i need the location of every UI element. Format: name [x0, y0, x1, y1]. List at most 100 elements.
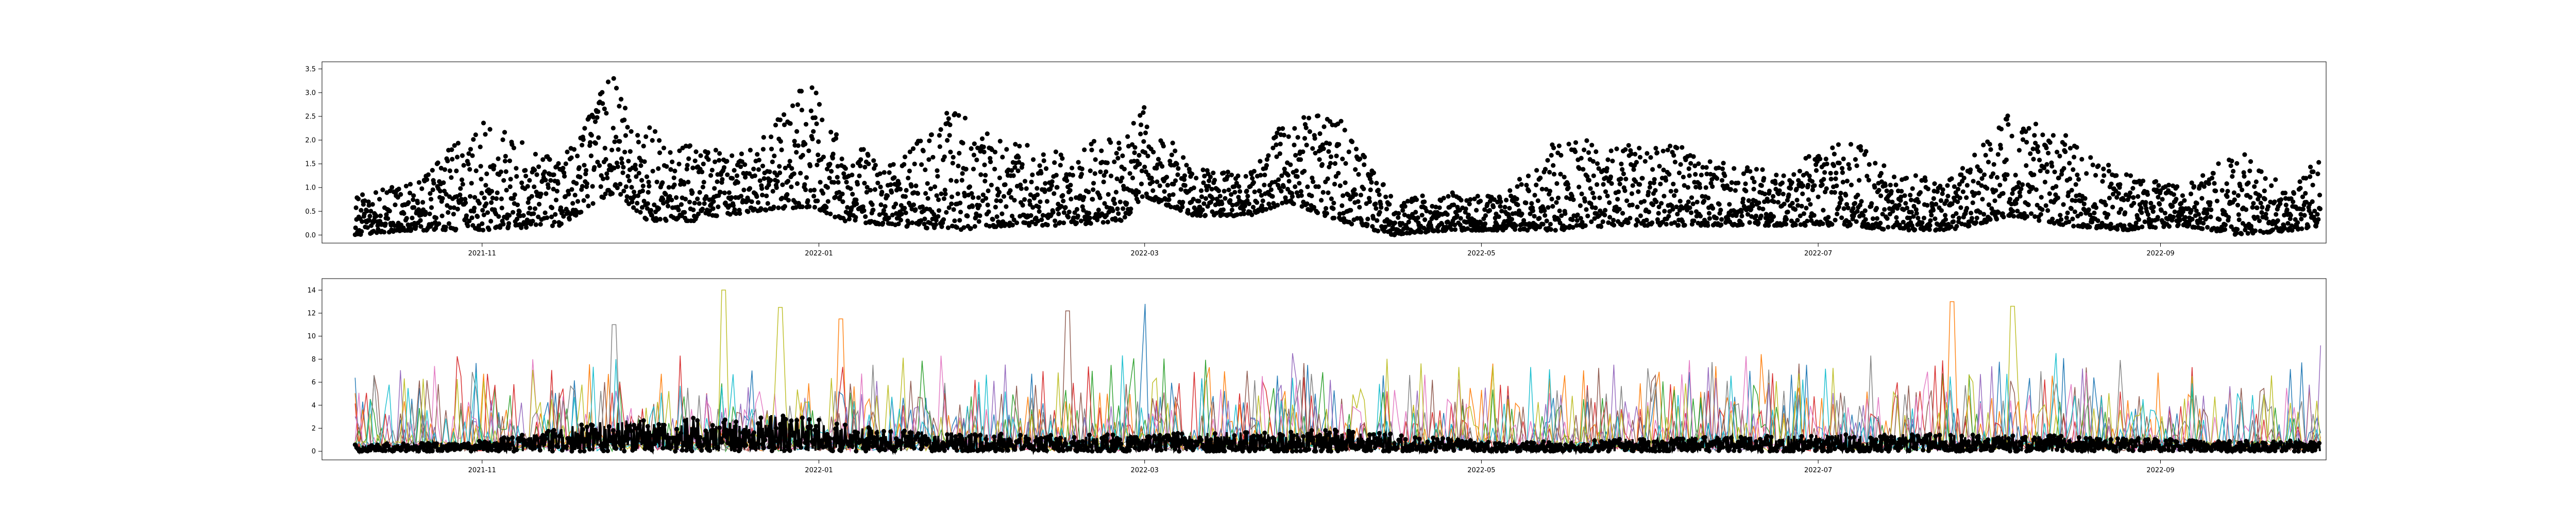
scatter-point: [2312, 209, 2317, 214]
scatter-point: [1858, 144, 1863, 149]
scatter-point: [716, 204, 721, 210]
scatter-point: [460, 153, 465, 158]
scatter-point: [775, 179, 780, 184]
scatter-point: [1517, 208, 1522, 213]
scatter-point: [1644, 217, 1649, 222]
scatter-point: [1747, 220, 1752, 225]
scatter-point: [1786, 192, 1791, 197]
scatter-point: [2246, 180, 2251, 185]
scatter-point: [1843, 193, 1849, 198]
scatter-point: [2252, 228, 2258, 233]
black-series-point: [1076, 440, 1081, 445]
scatter-point: [1105, 160, 1110, 165]
scatter-point: [461, 163, 466, 168]
scatter-point: [2245, 231, 2250, 236]
scatter-point: [1546, 205, 1551, 210]
black-series-point: [1016, 439, 1022, 444]
scatter-point: [1201, 180, 1206, 185]
scatter-point: [2171, 214, 2176, 219]
scatter-point: [370, 202, 375, 207]
scatter-point: [936, 208, 942, 213]
black-series-point: [606, 424, 612, 429]
black-series-point: [1229, 439, 1234, 444]
scatter-point: [1011, 217, 1016, 222]
scatter-point: [1551, 163, 1556, 168]
scatter-point: [605, 79, 611, 84]
black-series-point: [789, 418, 794, 423]
scatter-point: [1939, 208, 1944, 213]
scatter-point: [883, 212, 888, 217]
scatter-point: [1275, 130, 1280, 135]
scatter-point: [645, 201, 650, 206]
scatter-point: [2308, 174, 2313, 179]
scatter-point: [1635, 219, 1640, 224]
scatter-point: [1143, 150, 1148, 155]
scatter-point: [839, 156, 844, 162]
black-series-point: [626, 436, 631, 441]
scatter-point: [1121, 206, 1126, 211]
scatter-point: [2076, 177, 2081, 182]
black-series-point: [1086, 448, 1091, 453]
black-series-point: [549, 440, 554, 445]
black-series-point: [970, 442, 975, 448]
scatter-point: [717, 151, 722, 156]
scatter-point: [1710, 184, 1715, 189]
scatter-point: [792, 139, 797, 144]
scatter-point: [1067, 188, 1073, 193]
scatter-point: [1204, 187, 1209, 193]
scatter-point: [687, 199, 692, 204]
scatter-point: [777, 117, 783, 123]
black-series-point: [587, 447, 592, 452]
scatter-point: [1115, 206, 1120, 212]
scatter-point: [774, 185, 779, 190]
scatter-point: [780, 182, 785, 187]
scatter-point: [771, 204, 776, 210]
black-series-point: [644, 437, 649, 442]
black-series-point: [632, 422, 636, 427]
scatter-point: [2099, 224, 2104, 229]
scatter-point: [1387, 202, 1392, 207]
scatter-point: [1816, 194, 1821, 199]
scatter-point: [1312, 136, 1317, 141]
scatter-point: [2093, 205, 2099, 210]
scatter-point: [1173, 178, 1178, 183]
scatter-point: [1569, 193, 1574, 199]
scatter-point: [1777, 188, 1782, 193]
scatter-point: [2310, 199, 2315, 204]
scatter-point: [1301, 115, 1307, 120]
scatter-point: [958, 210, 963, 215]
scatter-point: [611, 76, 616, 81]
scatter-point: [928, 186, 934, 192]
scatter-point: [2235, 193, 2241, 198]
scatter-point: [1040, 213, 1045, 218]
scatter-point: [2260, 205, 2265, 210]
scatter-point: [366, 203, 371, 208]
scatter-point: [1068, 182, 1073, 187]
scatter-point: [1578, 216, 1583, 221]
scatter-point: [1575, 212, 1580, 217]
black-series-point: [883, 448, 888, 452]
scatter-point: [2248, 159, 2253, 164]
scatter-point: [1994, 175, 2000, 180]
scatter-point: [1353, 192, 1359, 197]
black-series-point: [1006, 448, 1010, 453]
scatter-point: [929, 132, 934, 138]
scatter-point: [1623, 177, 1629, 182]
scatter-point: [1880, 212, 1885, 217]
scatter-point: [697, 201, 702, 206]
scatter-point: [1353, 167, 1358, 172]
scatter-point: [877, 212, 882, 217]
scatter-point: [1741, 171, 1746, 176]
scatter-point: [2029, 211, 2034, 216]
black-series-point: [739, 439, 744, 444]
black-series-point: [1143, 446, 1148, 451]
scatter-point: [1216, 188, 1222, 194]
black-series-point: [1173, 447, 1178, 452]
scatter-point: [487, 127, 493, 132]
scatter-point: [969, 146, 974, 151]
scatter-point: [1624, 198, 1630, 203]
scatter-point: [543, 210, 548, 215]
scatter-point: [1588, 186, 1593, 191]
scatter-point: [1667, 171, 1672, 177]
scatter-point: [558, 221, 564, 227]
